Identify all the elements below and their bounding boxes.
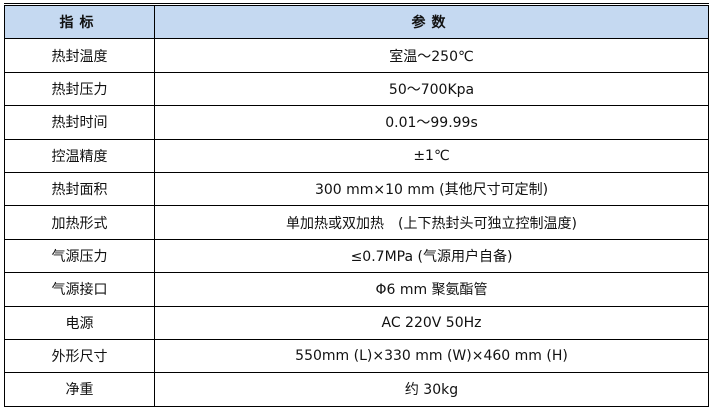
spec-name: 热封压力 xyxy=(4,71,155,107)
table-row: 控温精度 ±1℃ xyxy=(4,138,709,173)
spec-name: 净重 xyxy=(4,372,155,407)
spec-value: ±1℃ xyxy=(154,138,709,173)
table-row: 热封面积 300 mm×10 mm (其他尺寸可定制) xyxy=(4,171,709,207)
table-row: 气源压力 ≤0.7MPa (气源用户自备) xyxy=(4,238,709,274)
spec-value: 0.01～99.99s xyxy=(154,105,709,140)
header-indicator: 指标 xyxy=(4,3,155,40)
spec-value: ≤0.7MPa (气源用户自备) xyxy=(154,238,709,274)
spec-name: 控温精度 xyxy=(4,138,155,173)
table-row: 热封时间 0.01～99.99s xyxy=(4,105,709,140)
table-row: 外形尺寸 550mm (L)×330 mm (W)×460 mm (H) xyxy=(4,338,709,374)
table-row: 加热形式 单加热或双加热 (上下热封头可独立控制温度) xyxy=(4,205,709,240)
spec-name: 热封面积 xyxy=(4,171,155,207)
spec-value: AC 220V 50Hz xyxy=(154,305,709,340)
spec-name: 电源 xyxy=(4,305,155,340)
spec-name: 气源接口 xyxy=(4,272,155,307)
spec-name: 热封时间 xyxy=(4,105,155,140)
spec-table: 指标 参数 热封温度 室温～250℃ 热封压力 50～700Kpa 热封时间 0.01～9… xyxy=(4,3,709,407)
table-row: 气源接口 Φ6 mm 聚氨酯管 xyxy=(4,272,709,307)
table-row: 电源 AC 220V 50Hz xyxy=(4,305,709,340)
spec-name: 热封温度 xyxy=(4,38,155,73)
spec-value: 300 mm×10 mm (其他尺寸可定制) xyxy=(154,171,709,207)
spec-name: 加热形式 xyxy=(4,205,155,240)
header-parameter: 参数 xyxy=(154,3,709,40)
spec-value: 550mm (L)×330 mm (W)×460 mm (H) xyxy=(154,338,709,374)
spec-value: 单加热或双加热 (上下热封头可独立控制温度) xyxy=(154,205,709,240)
spec-value: Φ6 mm 聚氨酯管 xyxy=(154,272,709,307)
spec-value: 50～700Kpa xyxy=(154,71,709,107)
spec-value: 约 30kg xyxy=(154,372,709,407)
table-row: 热封压力 50～700Kpa xyxy=(4,71,709,107)
table-row: 热封温度 室温～250℃ xyxy=(4,38,709,73)
table-header-row: 指标 参数 xyxy=(4,3,709,40)
spec-value: 室温～250℃ xyxy=(154,38,709,73)
spec-name: 气源压力 xyxy=(4,238,155,274)
table-row: 净重约 30kg xyxy=(4,372,709,407)
spec-name: 外形尺寸 xyxy=(4,338,155,374)
